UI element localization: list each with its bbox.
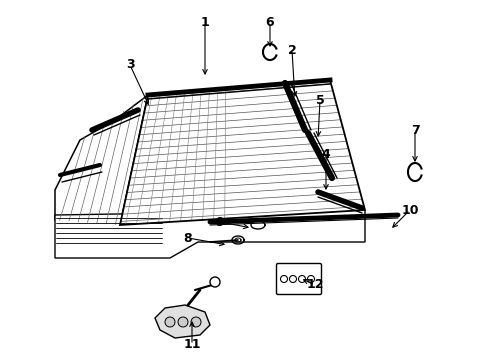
Text: 3: 3: [126, 58, 134, 72]
Circle shape: [290, 275, 296, 283]
Text: 9: 9: [216, 216, 224, 229]
Polygon shape: [120, 80, 365, 225]
Text: 10: 10: [401, 203, 419, 216]
Polygon shape: [55, 95, 148, 225]
Text: 8: 8: [184, 231, 192, 244]
Text: 2: 2: [288, 44, 296, 57]
Circle shape: [280, 275, 288, 283]
Circle shape: [308, 275, 315, 283]
Circle shape: [210, 277, 220, 287]
Text: 5: 5: [316, 94, 324, 107]
Circle shape: [191, 317, 201, 327]
FancyBboxPatch shape: [276, 264, 321, 294]
Text: 7: 7: [411, 123, 419, 136]
Text: 4: 4: [321, 148, 330, 162]
Text: 1: 1: [200, 15, 209, 28]
Polygon shape: [155, 305, 210, 338]
Polygon shape: [55, 210, 365, 258]
Text: 11: 11: [183, 338, 201, 351]
Circle shape: [165, 317, 175, 327]
Text: 6: 6: [266, 15, 274, 28]
Circle shape: [298, 275, 305, 283]
Circle shape: [178, 317, 188, 327]
Text: 12: 12: [306, 279, 324, 292]
